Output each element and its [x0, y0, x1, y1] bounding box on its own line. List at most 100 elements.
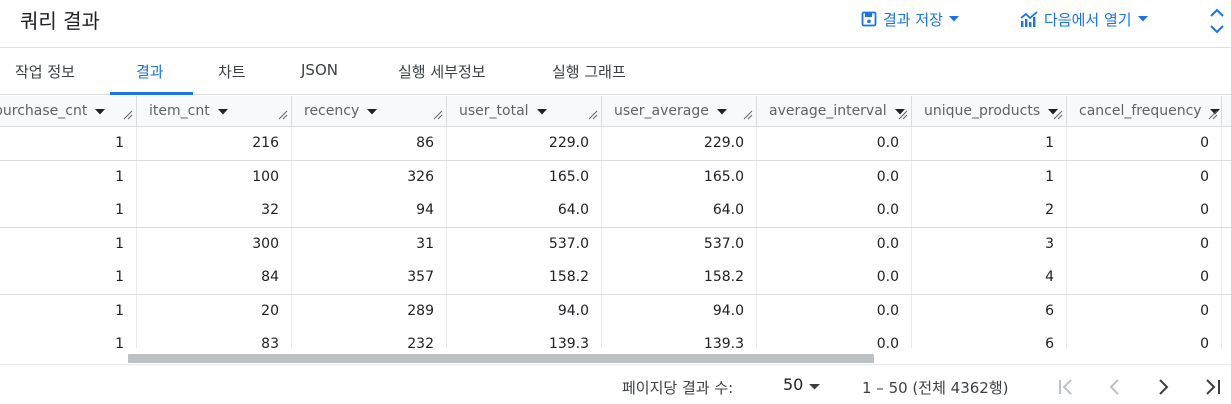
table-cell: 1 — [0, 227, 137, 261]
page-size-select[interactable]: 50 — [783, 375, 821, 394]
tab-execution-graph[interactable]: 실행 그래프 — [552, 63, 626, 81]
last-page-icon — [1203, 379, 1223, 401]
table-cell: 300 — [137, 227, 292, 261]
table-cell: 165.0 — [602, 160, 757, 194]
results-table: purchase_cnt item_cnt recency user_total use… — [0, 96, 1231, 348]
chevron-down-icon — [809, 375, 821, 394]
save-results-label: 결과 저장 — [883, 10, 943, 29]
save-icon — [861, 11, 877, 27]
column-header[interactable]: recency — [292, 96, 447, 127]
column-header[interactable]: user_average — [602, 96, 757, 127]
table-cell: 232 — [292, 328, 447, 348]
column-resize-icon[interactable] — [123, 105, 133, 124]
results-tabs: 작업 정보 결과 차트 JSON 실행 세부정보 실행 그래프 — [0, 49, 1231, 95]
tab-results[interactable]: 결과 — [136, 63, 164, 81]
column-resize-icon[interactable] — [433, 105, 443, 124]
table-cell: 1 — [0, 160, 137, 194]
table-cell: 94.0 — [447, 294, 602, 328]
table-cell: 216 — [137, 127, 292, 160]
active-tab-indicator — [110, 92, 193, 95]
table-cell: 0.0 — [757, 261, 912, 294]
table-cell: 158.2 — [602, 261, 757, 294]
table-cell: 229.0 — [602, 127, 757, 160]
table-cell: 165.0 — [447, 160, 602, 194]
open-in-button[interactable]: 다음에서 열기 — [1020, 8, 1148, 30]
column-header[interactable]: cancel_frequency — [1067, 96, 1222, 127]
tab-chart[interactable]: 차트 — [218, 63, 246, 81]
results-header: 쿼리 결과 결과 저장 다음에서 열기 — [0, 0, 1231, 48]
unfold-icon — [1208, 8, 1226, 40]
page-range-text: 1 – 50 (전체 4362행) — [862, 379, 1009, 397]
table-cell: 289 — [292, 294, 447, 328]
table-cell: 537.0 — [447, 227, 602, 261]
column-resize-icon[interactable] — [898, 105, 908, 124]
table-cell: 100 — [137, 160, 292, 194]
table-cell: 0.0 — [757, 328, 912, 348]
column-header[interactable]: unique_products — [912, 96, 1067, 127]
next-page-button[interactable] — [1154, 377, 1174, 397]
sort-caret-icon[interactable] — [217, 103, 228, 119]
column-header-label: unique_products — [924, 103, 1041, 119]
column-header-label: user_average — [614, 103, 709, 119]
horizontal-scrollbar-thumb[interactable] — [128, 354, 874, 363]
table-cell: 1 — [0, 294, 137, 328]
table-row[interactable]: 1 84 357 158.2 158.2 0.0 4 0 — [0, 261, 1231, 295]
column-resize-icon[interactable] — [1053, 105, 1063, 124]
first-page-button[interactable] — [1056, 377, 1076, 397]
column-resize-icon[interactable] — [1208, 105, 1218, 124]
table-cell: 94.0 — [602, 294, 757, 328]
table-row[interactable]: 1 100 326 165.0 165.0 0.0 1 0 — [0, 160, 1231, 195]
sort-caret-icon[interactable] — [894, 103, 905, 119]
table-cell: 0.0 — [757, 227, 912, 261]
table-row[interactable]: 1 300 31 537.0 537.0 0.0 3 0 — [0, 227, 1231, 262]
save-results-button[interactable]: 결과 저장 — [861, 8, 959, 30]
table-cell: 4 — [912, 261, 1067, 294]
sort-caret-icon[interactable] — [95, 103, 106, 119]
table-cell: 3 — [912, 227, 1067, 261]
previous-page-button[interactable] — [1104, 377, 1124, 397]
table-cell: 64.0 — [602, 194, 757, 227]
page-title: 쿼리 결과 — [20, 9, 100, 33]
table-row[interactable]: 1 20 289 94.0 94.0 0.0 6 0 — [0, 294, 1231, 329]
column-header-label: recency — [304, 103, 360, 119]
column-header[interactable]: user_total — [447, 96, 602, 127]
chevron-right-icon — [1154, 379, 1174, 401]
table-cell: 1 — [0, 328, 137, 348]
tab-json[interactable]: JSON — [301, 61, 338, 79]
table-row[interactable]: 1 83 232 139.3 139.3 0.0 6 0 — [0, 328, 1231, 348]
last-page-button[interactable] — [1203, 377, 1223, 397]
chevron-left-icon — [1104, 379, 1124, 401]
table-header-row: purchase_cnt item_cnt recency user_total use… — [0, 96, 1231, 127]
first-page-icon — [1056, 379, 1076, 401]
table-cell: 326 — [292, 160, 447, 194]
table-cell: 1 — [912, 127, 1067, 160]
tab-execution-details[interactable]: 실행 세부정보 — [398, 63, 486, 81]
expand-collapse-button[interactable] — [1208, 6, 1226, 36]
column-resize-icon[interactable] — [588, 105, 598, 124]
column-header[interactable]: purchase_cnt — [0, 96, 137, 127]
table-cell: 0.0 — [757, 294, 912, 328]
chart-icon — [1020, 11, 1038, 27]
chevron-down-icon — [1137, 16, 1148, 22]
sort-caret-icon[interactable] — [367, 103, 378, 119]
tab-job-info[interactable]: 작업 정보 — [15, 63, 75, 81]
sort-caret-icon[interactable] — [1209, 103, 1220, 119]
table-row[interactable]: 1 32 94 64.0 64.0 0.0 2 0 — [0, 194, 1231, 228]
column-header[interactable]: average_interval — [757, 96, 912, 127]
column-resize-icon[interactable] — [743, 105, 753, 124]
sort-caret-icon[interactable] — [1048, 103, 1059, 119]
pagination-bar: 페이지당 결과 수: 50 1 – 50 (전체 4362행) — [0, 364, 1231, 404]
table-cell: 6 — [912, 328, 1067, 348]
column-resize-icon[interactable] — [278, 105, 288, 124]
table-cell: 6 — [912, 294, 1067, 328]
rows-per-page-label: 페이지당 결과 수: — [622, 379, 734, 397]
table-cell: 537.0 — [602, 227, 757, 261]
column-header-label: user_total — [459, 103, 529, 119]
sort-caret-icon[interactable] — [716, 103, 727, 119]
table-cell: 1 — [0, 194, 137, 227]
table-cell: 0 — [1067, 261, 1222, 294]
sort-caret-icon[interactable] — [536, 103, 547, 119]
column-header[interactable]: item_cnt — [137, 96, 292, 127]
table-row[interactable]: 1 216 86 229.0 229.0 0.0 1 0 — [0, 127, 1231, 161]
table-cell: 1 — [912, 160, 1067, 194]
